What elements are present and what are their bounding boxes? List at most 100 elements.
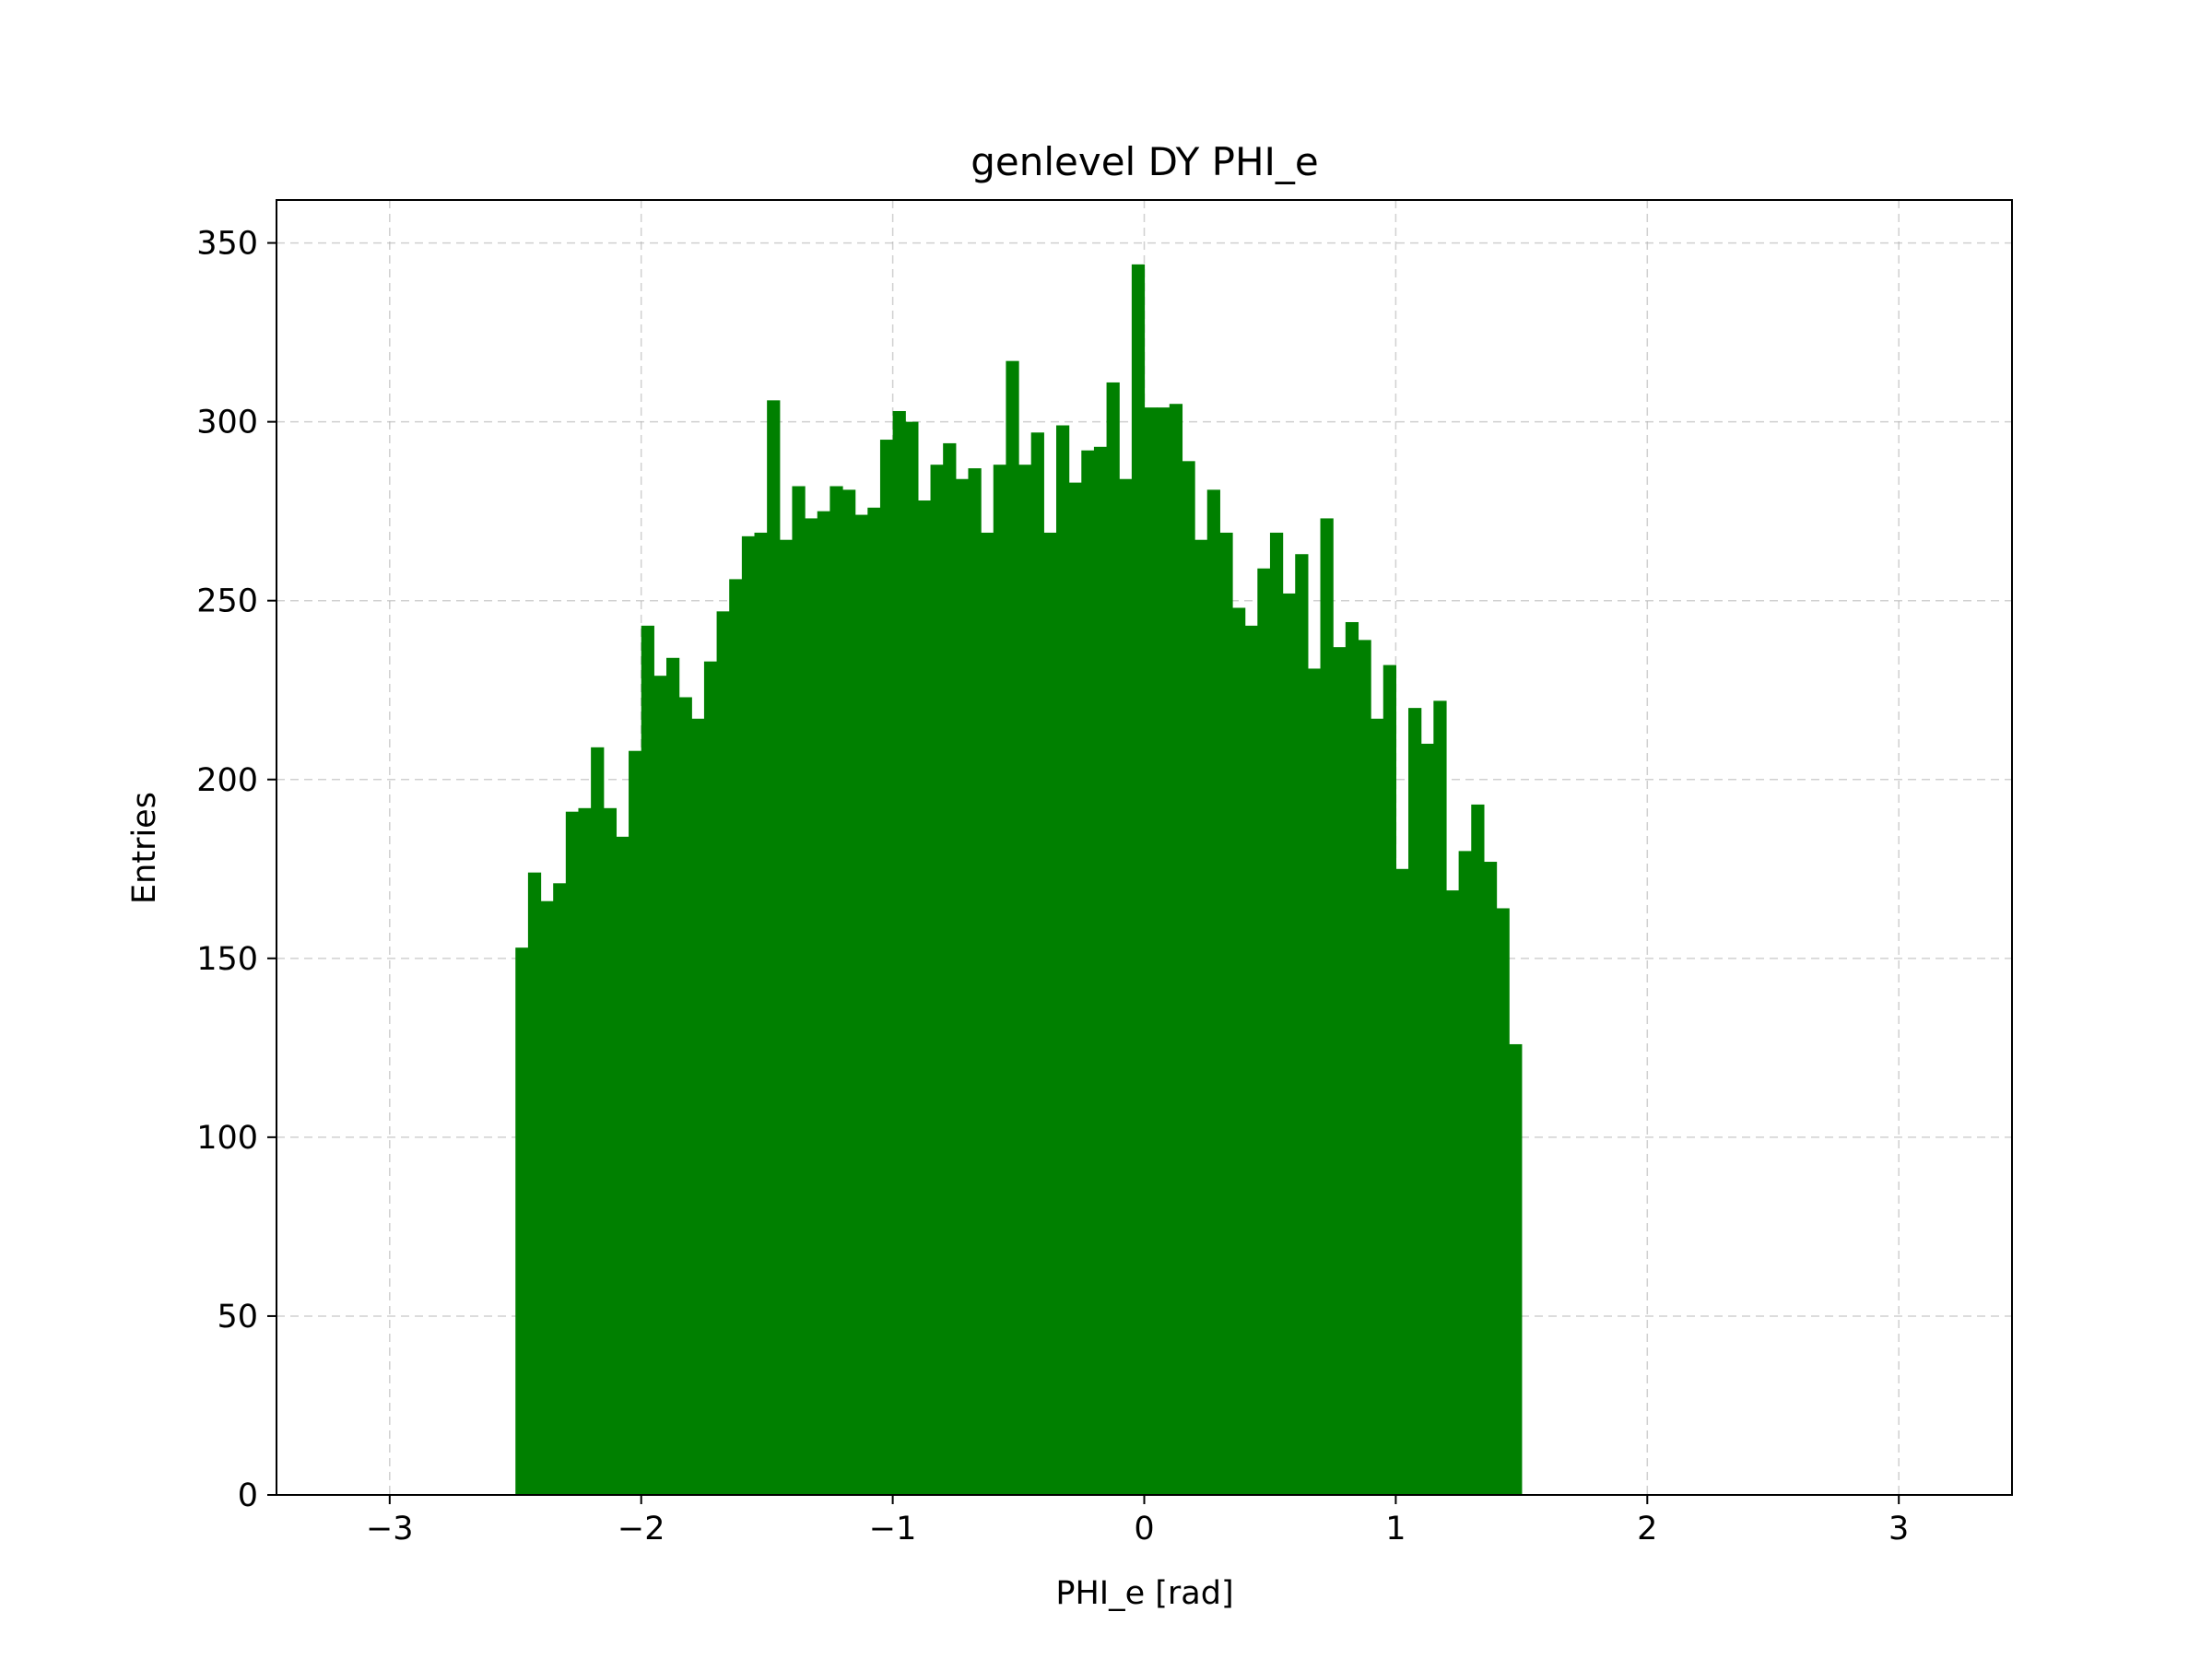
histogram-bar-11 [653, 676, 667, 1495]
histogram-bar-15 [703, 661, 718, 1495]
y-tick-label-5: 250 [196, 583, 258, 620]
histogram-bar-68 [1371, 718, 1384, 1495]
histogram-bar-33 [930, 465, 944, 1495]
histogram-bar-66 [1345, 621, 1359, 1495]
histogram-bar-31 [905, 421, 919, 1495]
histogram-bar-75 [1458, 851, 1472, 1495]
histogram-bar-14 [691, 718, 705, 1495]
histogram-bar-56 [1219, 532, 1233, 1495]
x-tick-label-3: 0 [1134, 1511, 1154, 1547]
histogram-bar-7 [603, 807, 618, 1495]
x-tick-label-1: −2 [618, 1511, 665, 1547]
histogram-bar-47 [1106, 382, 1120, 1495]
histogram-bar-22 [792, 486, 806, 1495]
histogram-bar-42 [1043, 532, 1057, 1495]
histogram-bar-0 [515, 947, 529, 1495]
histogram-bar-12 [665, 657, 680, 1495]
histogram-bar-27 [854, 514, 868, 1496]
histogram-bar-13 [678, 697, 692, 1495]
histogram-bar-72 [1420, 743, 1434, 1495]
histogram-bar-16 [716, 611, 730, 1495]
histogram-bar-69 [1382, 665, 1396, 1495]
x-axis-ticks: −3 −2 −1 0 1 2 3 [366, 1495, 1909, 1547]
histogram-bar-45 [1081, 450, 1095, 1496]
histogram-bar-43 [1055, 425, 1070, 1495]
histogram-bar-79 [1509, 1043, 1523, 1495]
histogram-bar-25 [830, 486, 843, 1495]
histogram-bar-10 [641, 625, 654, 1495]
y-axis-ticks: 0 50 100 150 200 250 300 350 [196, 226, 276, 1514]
histogram-bar-76 [1471, 804, 1485, 1495]
histogram-bar-6 [591, 747, 605, 1495]
y-tick-label-7: 350 [196, 226, 258, 263]
histogram-bar-54 [1194, 539, 1208, 1495]
x-axis-label: PHI_e [rad] [1055, 1575, 1233, 1612]
histogram-bar-63 [1307, 668, 1322, 1495]
histogram-bar-40 [1018, 465, 1032, 1495]
histogram-bar-23 [805, 518, 818, 1495]
x-tick-label-2: −1 [869, 1511, 917, 1547]
histogram-bar-28 [867, 507, 881, 1495]
y-tick-label-2: 100 [196, 1120, 258, 1157]
histogram-bar-49 [1131, 264, 1146, 1496]
histogram-bar-78 [1496, 908, 1510, 1495]
histogram-bar-34 [943, 442, 957, 1496]
histogram-bar-35 [955, 478, 970, 1495]
histogram-bar-19 [754, 532, 768, 1495]
histogram-bar-24 [817, 511, 830, 1495]
histogram-bar-4 [565, 811, 580, 1495]
histogram-bar-21 [779, 539, 794, 1495]
chart-title: genlevel DY PHI_e [971, 139, 1319, 184]
y-axis-label: Entries [126, 792, 163, 904]
y-tick-label-0: 0 [238, 1477, 258, 1514]
histogram-bar-3 [553, 883, 567, 1495]
histogram-bar-32 [917, 500, 932, 1495]
histogram-bar-30 [892, 410, 906, 1495]
histogram-bar-61 [1282, 593, 1296, 1495]
histogram-bar-17 [729, 579, 743, 1495]
histogram-bar-36 [968, 468, 982, 1495]
histogram-bar-37 [981, 532, 994, 1495]
histogram-bar-38 [993, 465, 1007, 1495]
histogram-bar-39 [1006, 360, 1019, 1496]
histogram-bar-26 [842, 489, 856, 1496]
histogram-bar-9 [629, 750, 642, 1495]
histogram-bar-18 [741, 535, 756, 1495]
histogram-bar-59 [1257, 568, 1271, 1495]
histogram-bar-71 [1408, 708, 1422, 1495]
histogram-bar-65 [1333, 647, 1347, 1495]
x-tick-label-5: 2 [1637, 1511, 1657, 1547]
histogram-bar-74 [1445, 890, 1460, 1495]
histogram-bar-64 [1320, 518, 1334, 1495]
histogram-bar-70 [1395, 868, 1409, 1495]
histogram-bar-51 [1157, 407, 1171, 1496]
histogram-bar-58 [1244, 625, 1258, 1495]
histogram-bar-46 [1093, 446, 1108, 1496]
histogram-bar-2 [540, 900, 554, 1495]
histogram-bar-1 [527, 872, 542, 1495]
y-tick-label-4: 200 [196, 762, 258, 799]
histogram-bar-77 [1483, 862, 1498, 1495]
histogram-bar-73 [1433, 700, 1447, 1495]
y-tick-label-1: 50 [217, 1299, 258, 1335]
histogram-bar-67 [1358, 640, 1371, 1495]
y-tick-label-6: 300 [196, 405, 258, 441]
histogram-bar-50 [1144, 407, 1158, 1496]
histogram-bar-53 [1182, 461, 1195, 1495]
histogram-bar-52 [1169, 404, 1183, 1496]
histogram-bar-5 [578, 807, 592, 1495]
histogram-bars [515, 264, 1523, 1496]
y-tick-label-3: 150 [196, 941, 258, 978]
histogram-bar-44 [1068, 482, 1082, 1496]
histogram-bar-29 [879, 440, 894, 1495]
histogram-bar-20 [767, 400, 781, 1496]
x-tick-label-6: 3 [1888, 1511, 1909, 1547]
histogram-bar-62 [1295, 554, 1309, 1495]
histogram-bar-41 [1030, 432, 1044, 1495]
histogram-bar-57 [1232, 607, 1246, 1495]
histogram-bar-60 [1269, 532, 1284, 1495]
histogram-bar-48 [1119, 478, 1133, 1495]
x-tick-label-4: 1 [1385, 1511, 1406, 1547]
histogram-bar-8 [616, 836, 629, 1495]
